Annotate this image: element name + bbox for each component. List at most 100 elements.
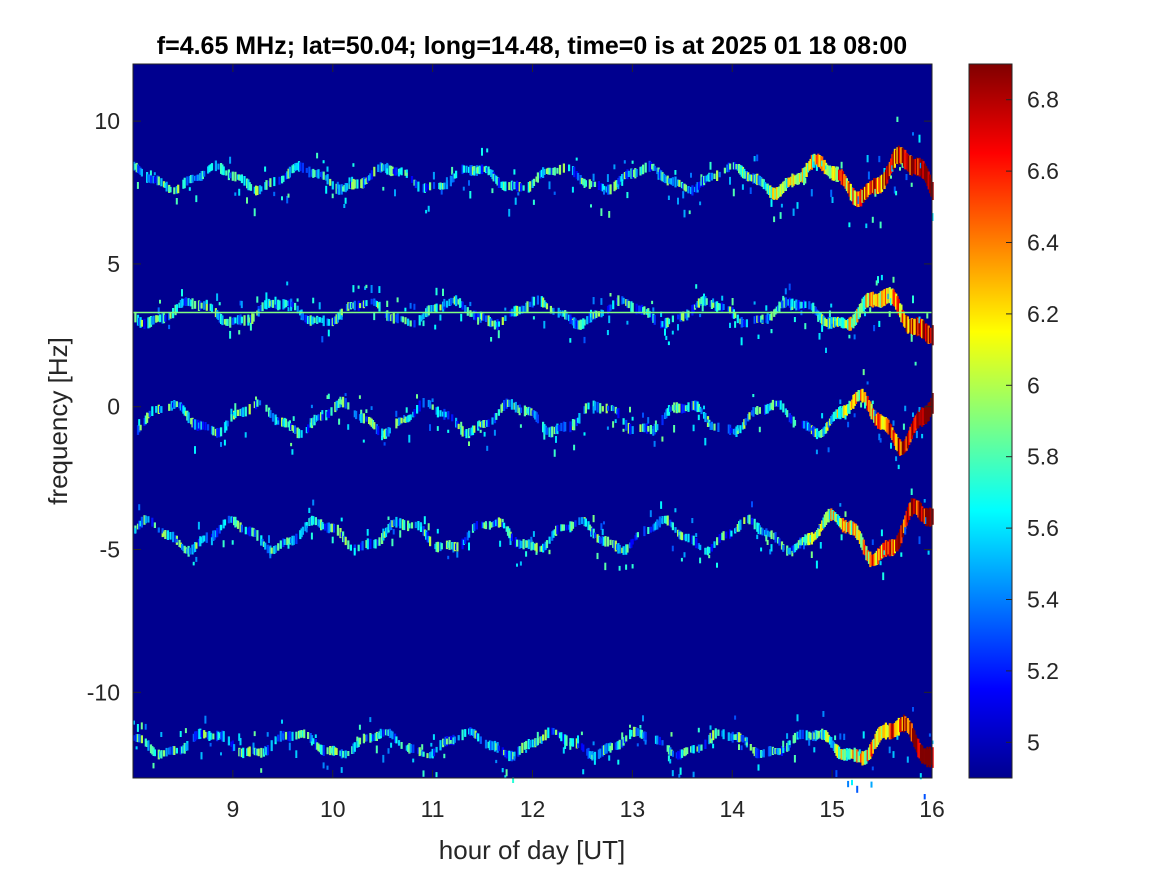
heatmap-cell	[518, 407, 521, 416]
heatmap-cell	[732, 734, 735, 740]
heatmap-cell	[571, 186, 574, 193]
heatmap-cell	[531, 410, 534, 416]
heatmap-cell	[522, 185, 525, 191]
heatmap-cell	[900, 441, 903, 455]
heatmap-cell	[491, 522, 494, 528]
heatmap-cell	[552, 307, 555, 315]
heatmap-cell	[483, 522, 486, 529]
heatmap-cell	[345, 304, 349, 311]
heatmap-cell	[778, 538, 781, 546]
heatmap-cell	[879, 438, 882, 443]
heatmap-cell	[286, 281, 289, 286]
heatmap-cell	[639, 166, 642, 176]
heatmap-cell	[700, 174, 703, 181]
heatmap-cell	[143, 318, 146, 330]
heatmap-cell	[844, 519, 847, 534]
heatmap-cell	[200, 421, 203, 430]
heatmap-cell	[390, 520, 393, 530]
heatmap-cell	[318, 744, 321, 753]
heatmap-cell	[217, 731, 220, 740]
heatmap-cell	[815, 428, 819, 440]
heatmap-cell	[384, 729, 388, 736]
heatmap-cell	[841, 406, 845, 418]
heatmap-cell	[780, 746, 784, 756]
heatmap-cell	[860, 303, 863, 314]
heatmap-cell	[255, 398, 258, 410]
heatmap-cell	[653, 523, 656, 531]
heatmap-cell	[577, 172, 580, 181]
heatmap-cell	[813, 306, 816, 313]
heatmap-cell	[278, 176, 281, 185]
heatmap-cell	[307, 316, 310, 324]
heatmap-cell	[639, 306, 642, 314]
heatmap-cell	[821, 324, 824, 332]
heatmap-cell	[604, 536, 607, 547]
heatmap-cell	[561, 310, 564, 317]
heatmap-cell	[210, 163, 214, 171]
heatmap-cell	[770, 530, 773, 540]
heatmap-cell	[386, 300, 389, 307]
heatmap-cell	[487, 741, 490, 749]
heatmap-cell	[612, 540, 615, 548]
heatmap-cell	[373, 166, 376, 177]
heatmap-cell	[865, 546, 868, 561]
heatmap-cell	[651, 300, 654, 305]
heatmap-cell	[327, 522, 330, 534]
heatmap-cell	[858, 390, 861, 400]
heatmap-cell	[797, 173, 800, 185]
heatmap-cell	[635, 727, 638, 736]
heatmap-cell	[705, 298, 708, 305]
heatmap-cell	[583, 178, 586, 187]
heatmap-cell	[290, 298, 293, 310]
heatmap-cell	[913, 730, 916, 747]
heatmap-cell	[521, 540, 524, 548]
heatmap-cell	[260, 305, 263, 312]
heatmap-cell	[175, 304, 178, 313]
heatmap-cell	[190, 175, 193, 184]
heatmap-cell	[588, 312, 591, 323]
heatmap-cell	[865, 294, 868, 308]
heatmap-cell	[777, 537, 780, 544]
heatmap-cell	[436, 426, 439, 431]
heatmap-cell	[162, 750, 166, 757]
heatmap-cell	[445, 738, 448, 745]
heatmap-cell	[906, 154, 909, 172]
heatmap-cell	[674, 170, 677, 175]
heatmap-cell	[614, 742, 617, 750]
heatmap-cell	[329, 178, 332, 186]
heatmap-cell	[292, 535, 295, 545]
heatmap-cell	[532, 316, 535, 320]
heatmap-cell	[622, 737, 625, 746]
heatmap-cell	[240, 300, 243, 309]
heatmap-cell	[838, 317, 841, 327]
heatmap-cell	[536, 731, 539, 740]
heatmap-cell	[697, 543, 700, 549]
heatmap-cell	[804, 323, 807, 330]
heatmap-cell	[913, 318, 916, 335]
heatmap-cell	[422, 312, 425, 319]
heatmap-cell	[320, 744, 323, 755]
heatmap-cell	[575, 738, 578, 749]
heatmap-cell	[418, 747, 421, 757]
heatmap-cell	[478, 420, 481, 427]
heatmap-cell	[443, 182, 446, 190]
heatmap-cell	[240, 524, 243, 533]
heatmap-cell	[831, 317, 834, 324]
heatmap-cell	[828, 418, 832, 426]
heatmap-cell	[825, 347, 827, 353]
heatmap-cell	[400, 316, 403, 322]
heatmap-cell	[534, 544, 537, 551]
heatmap-cell	[314, 415, 317, 423]
heatmap-cell	[542, 167, 545, 178]
heatmap-cell	[300, 730, 303, 738]
x-tick-label: 11	[421, 796, 445, 822]
heatmap-cell	[844, 405, 847, 417]
heatmap-cell	[484, 420, 488, 427]
heatmap-cell	[186, 548, 189, 554]
heatmap-cell	[470, 728, 473, 736]
heatmap-cell	[223, 422, 227, 433]
heatmap-cell	[495, 175, 498, 184]
heatmap-cell	[626, 192, 629, 199]
heatmap-cell	[677, 314, 680, 320]
heatmap-cell	[708, 734, 711, 745]
